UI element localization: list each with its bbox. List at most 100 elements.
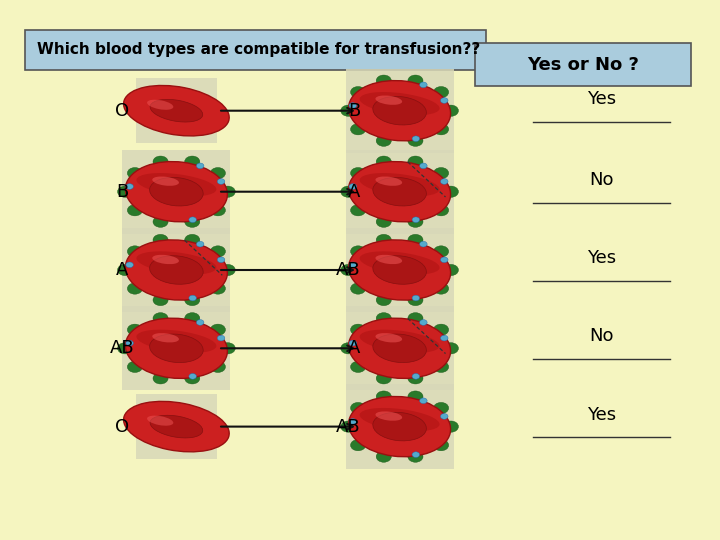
Text: A: A <box>116 261 129 279</box>
Circle shape <box>441 257 448 262</box>
Ellipse shape <box>351 246 366 257</box>
Ellipse shape <box>373 178 426 206</box>
Ellipse shape <box>373 97 426 125</box>
Ellipse shape <box>210 167 225 179</box>
Circle shape <box>412 452 420 457</box>
Ellipse shape <box>152 255 179 264</box>
Ellipse shape <box>150 334 203 362</box>
Ellipse shape <box>351 361 366 373</box>
Ellipse shape <box>153 234 168 246</box>
Ellipse shape <box>408 313 423 324</box>
Ellipse shape <box>433 246 449 257</box>
Text: A: A <box>348 183 360 201</box>
Ellipse shape <box>147 100 174 110</box>
Ellipse shape <box>152 333 179 342</box>
Ellipse shape <box>348 161 451 222</box>
Ellipse shape <box>153 156 168 167</box>
Circle shape <box>349 418 356 424</box>
Ellipse shape <box>150 256 203 284</box>
Text: A: A <box>348 339 360 357</box>
Ellipse shape <box>444 421 459 432</box>
Ellipse shape <box>351 124 366 135</box>
Ellipse shape <box>360 329 439 353</box>
Ellipse shape <box>376 373 391 384</box>
Ellipse shape <box>185 156 200 167</box>
Ellipse shape <box>153 294 168 306</box>
FancyBboxPatch shape <box>346 150 454 234</box>
Circle shape <box>349 103 356 109</box>
Circle shape <box>420 398 427 403</box>
Ellipse shape <box>433 440 449 451</box>
Ellipse shape <box>147 416 174 426</box>
Circle shape <box>420 163 427 168</box>
Ellipse shape <box>433 167 449 179</box>
Ellipse shape <box>408 373 423 384</box>
Circle shape <box>189 217 197 222</box>
Circle shape <box>441 98 448 103</box>
Circle shape <box>420 241 427 247</box>
Ellipse shape <box>150 178 203 206</box>
Circle shape <box>412 136 420 141</box>
Ellipse shape <box>375 411 402 421</box>
Ellipse shape <box>444 186 459 197</box>
Circle shape <box>412 374 420 379</box>
Ellipse shape <box>351 440 366 451</box>
Ellipse shape <box>137 173 216 197</box>
Circle shape <box>189 374 197 379</box>
Ellipse shape <box>408 156 423 167</box>
Ellipse shape <box>408 451 423 462</box>
Ellipse shape <box>444 105 459 116</box>
Ellipse shape <box>433 86 449 98</box>
Ellipse shape <box>351 283 366 294</box>
Circle shape <box>420 320 427 325</box>
Circle shape <box>349 340 356 346</box>
Circle shape <box>197 163 204 168</box>
Ellipse shape <box>348 80 451 141</box>
Ellipse shape <box>351 167 366 179</box>
FancyBboxPatch shape <box>346 228 454 312</box>
Ellipse shape <box>360 92 439 116</box>
Ellipse shape <box>376 216 391 227</box>
Ellipse shape <box>408 75 423 86</box>
Circle shape <box>217 179 225 184</box>
Ellipse shape <box>433 124 449 135</box>
Circle shape <box>217 335 225 341</box>
Ellipse shape <box>137 251 216 275</box>
Ellipse shape <box>360 173 439 197</box>
Ellipse shape <box>185 216 200 227</box>
Circle shape <box>420 82 427 87</box>
Circle shape <box>126 340 133 346</box>
Ellipse shape <box>348 240 451 300</box>
Ellipse shape <box>125 161 228 222</box>
Ellipse shape <box>185 373 200 384</box>
Ellipse shape <box>408 135 423 146</box>
Ellipse shape <box>351 205 366 216</box>
Ellipse shape <box>351 86 366 98</box>
Text: O: O <box>115 417 130 436</box>
Ellipse shape <box>117 186 132 197</box>
Ellipse shape <box>210 246 225 257</box>
Ellipse shape <box>117 265 132 275</box>
Ellipse shape <box>127 324 143 335</box>
Ellipse shape <box>220 343 235 354</box>
Ellipse shape <box>153 313 168 324</box>
Ellipse shape <box>360 251 439 275</box>
Ellipse shape <box>376 294 391 306</box>
Text: B: B <box>116 183 129 201</box>
Ellipse shape <box>376 135 391 146</box>
Ellipse shape <box>433 361 449 373</box>
FancyBboxPatch shape <box>346 384 454 469</box>
Ellipse shape <box>373 334 426 362</box>
Ellipse shape <box>360 408 439 431</box>
Ellipse shape <box>433 324 449 335</box>
Ellipse shape <box>210 283 225 294</box>
Ellipse shape <box>341 265 356 275</box>
Ellipse shape <box>376 234 391 246</box>
FancyBboxPatch shape <box>346 69 454 153</box>
Ellipse shape <box>127 167 143 179</box>
Ellipse shape <box>351 324 366 335</box>
Ellipse shape <box>373 256 426 284</box>
Circle shape <box>189 295 197 301</box>
Circle shape <box>217 257 225 262</box>
Ellipse shape <box>185 313 200 324</box>
